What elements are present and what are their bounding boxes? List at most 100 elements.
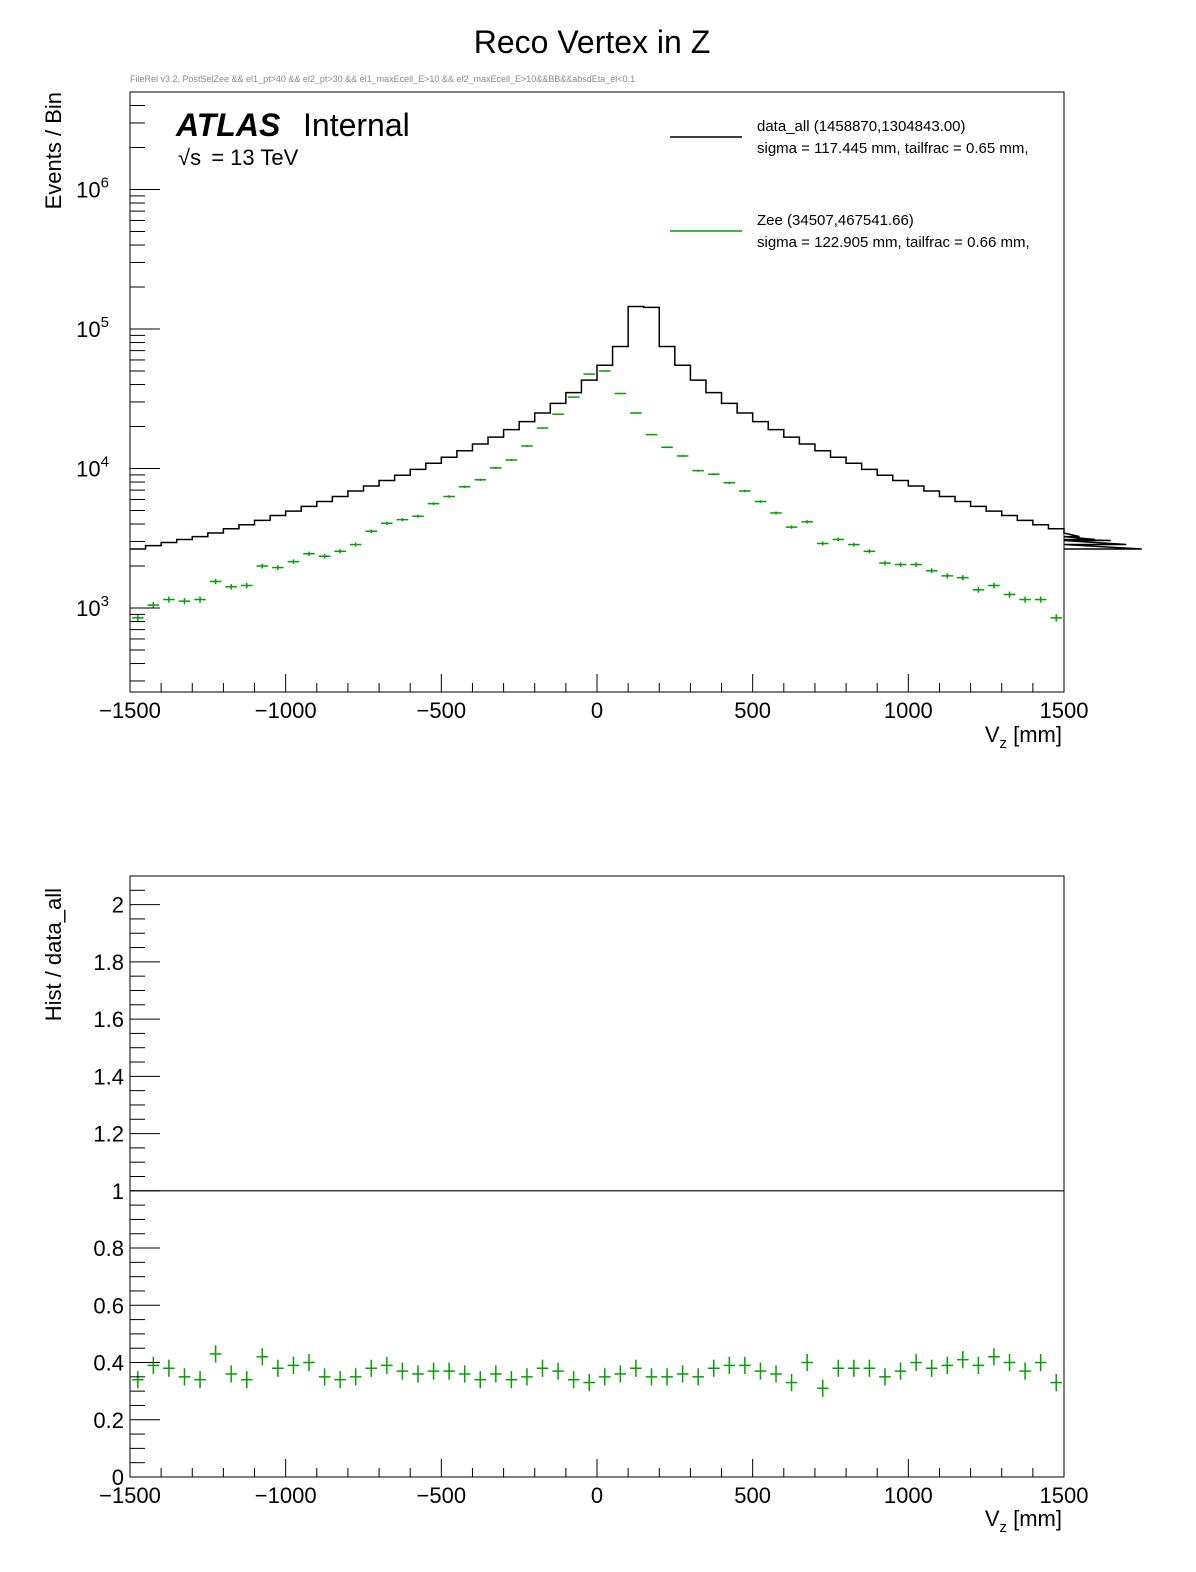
ratio-x-tick-label: 1000 <box>884 1483 933 1508</box>
ratio-point <box>801 1353 813 1372</box>
main-x-tick-label: −1000 <box>255 698 317 723</box>
main-x-label-unit: [mm] <box>1007 722 1062 747</box>
zee-point <box>240 582 253 589</box>
main-y-axis-label: Events / Bin <box>41 92 66 209</box>
zee-point <box>490 466 502 469</box>
ratio-point <box>630 1359 642 1377</box>
zee-point <box>396 518 409 522</box>
ratio-x-tick-label: 0 <box>591 1483 603 1508</box>
main-x-tick-label: 500 <box>734 698 771 723</box>
legend-entry-data-all-line2: sigma = 117.445 mm, tailfrac = 0.65 mm, <box>757 140 1029 157</box>
zee-point <box>505 459 518 462</box>
atlas-status: Internal <box>303 107 410 143</box>
ratio-point <box>349 1368 362 1386</box>
ratio-panel: −1500 −1000 −500 0 500 1000 1500 0 0.2 0.4 0.6 0.8 1… <box>41 875 1088 1536</box>
main-x-label-sub: z <box>1000 735 1008 752</box>
ratio-point <box>894 1362 907 1380</box>
ratio-y-tick-label: 0.6 <box>93 1293 124 1318</box>
main-x-tick-label: 0 <box>591 698 603 723</box>
ratio-x-tick-label: 500 <box>734 1483 771 1508</box>
ratio-point <box>816 1379 829 1397</box>
ratio-x-tick-label: −1500 <box>99 1483 161 1508</box>
zee-point <box>941 573 954 579</box>
ratio-point <box>879 1368 891 1386</box>
ratio-point <box>848 1359 860 1377</box>
zee-point <box>661 446 673 449</box>
zee-point <box>707 473 720 476</box>
ratio-point <box>770 1365 782 1383</box>
ratio-x-tick-label: −500 <box>417 1483 467 1508</box>
zee-point <box>754 500 767 503</box>
energy-label: √s = 13 TeV <box>178 145 299 170</box>
energy-root: √s <box>178 145 201 170</box>
zee-point <box>287 559 300 564</box>
zee-point <box>785 525 798 529</box>
ratio-point <box>381 1356 393 1374</box>
ratio-point <box>1034 1353 1047 1372</box>
main-y-tick-exponent: 6 <box>101 175 109 192</box>
ratio-x-axis-label: Vz [mm] <box>985 1506 1062 1536</box>
ratio-point <box>334 1371 346 1389</box>
zee-point <box>801 520 813 524</box>
ratio-x-tick-label: −1000 <box>255 1483 317 1508</box>
zee-point <box>645 433 658 436</box>
ratio-point <box>194 1371 206 1389</box>
legend: data_all (1458870,1304843.00) sigma = 11… <box>664 104 1056 270</box>
ratio-point <box>178 1368 191 1386</box>
ratio-point <box>661 1368 673 1386</box>
ratio-point <box>209 1345 222 1363</box>
ratio-point <box>303 1353 315 1372</box>
zee-point <box>521 445 533 447</box>
zee-point <box>536 427 549 429</box>
zee-point <box>318 554 331 559</box>
zee-point <box>1034 596 1047 603</box>
main-y-tick-label: 103 <box>76 593 109 621</box>
ratio-point <box>163 1359 175 1377</box>
zee-point <box>474 478 487 481</box>
main-x-tick-label: −500 <box>417 698 467 723</box>
ratio-point <box>754 1362 767 1380</box>
ratio-y-tick-label: 1.2 <box>93 1122 124 1147</box>
ratio-point <box>490 1365 502 1383</box>
ratio-axes-layer: −1500 −1000 −500 0 500 1000 1500 0 0.2 0.4 0.6 0.8 1… <box>93 875 1088 1508</box>
zee-point <box>194 596 206 603</box>
zee-point <box>957 575 969 581</box>
ratio-point <box>505 1371 518 1389</box>
ratio-point <box>412 1365 424 1383</box>
zee-point <box>209 578 222 585</box>
ratio-point <box>521 1368 533 1386</box>
ratio-point <box>785 1373 798 1392</box>
ratio-point <box>132 1371 144 1389</box>
ratio-point <box>941 1356 954 1374</box>
ratio-point <box>256 1348 269 1366</box>
ratio-point <box>910 1353 922 1372</box>
series-data-all-histogram <box>130 305 1142 550</box>
ratio-point <box>583 1373 595 1392</box>
ratio-y-tick-label: 1 <box>112 1179 124 1204</box>
ratio-x-label-unit: [mm] <box>1007 1506 1062 1531</box>
zee-point <box>583 373 595 375</box>
main-y-tick-label: 106 <box>76 175 109 203</box>
zee-point <box>925 568 938 574</box>
ratio-point <box>739 1356 751 1374</box>
legend-entry-data-all-line1: data_all (1458870,1304843.00) <box>757 118 966 135</box>
zee-point <box>381 521 393 525</box>
ratio-point <box>1050 1373 1062 1392</box>
ratio-x-label-var: V <box>985 1506 1000 1531</box>
ratio-y-tick-label: 2 <box>112 893 124 918</box>
ratio-point <box>614 1365 627 1383</box>
legend-box <box>664 104 1056 270</box>
zee-point <box>147 601 160 609</box>
main-y-tick-exponent: 5 <box>101 314 109 331</box>
zee-point <box>1050 614 1062 622</box>
ratio-point <box>676 1365 689 1383</box>
main-y-tick-base: 10 <box>76 317 100 342</box>
ratio-y-tick-label: 0.8 <box>93 1236 124 1261</box>
ratio-point <box>925 1359 938 1377</box>
ratio-point <box>287 1356 300 1374</box>
legend-entry-zee-line2: sigma = 122.905 mm, tailfrac = 0.66 mm, <box>757 234 1030 251</box>
energy-value: = 13 TeV <box>211 145 298 170</box>
